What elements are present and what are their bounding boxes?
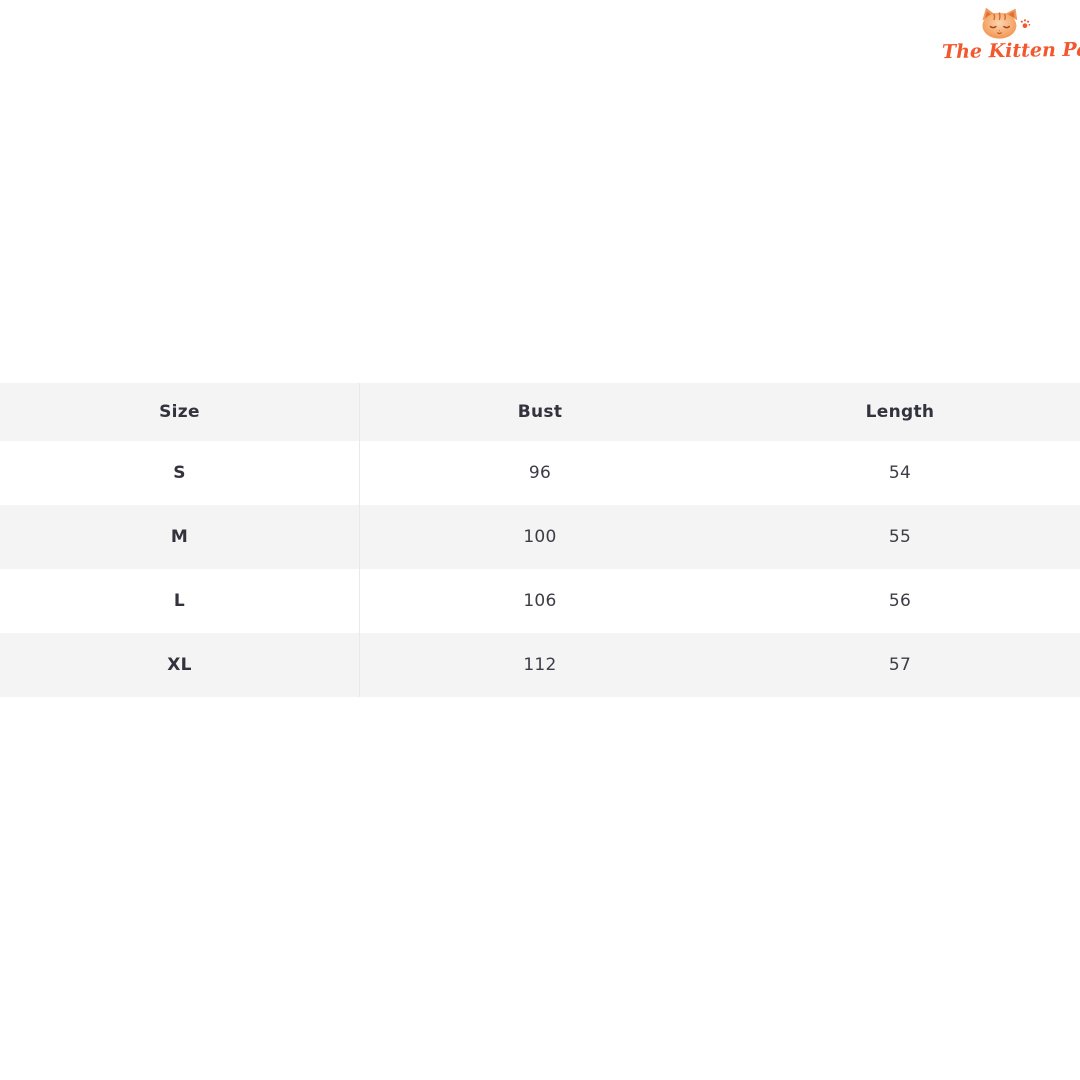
bust-cell: 100 [523, 527, 557, 547]
table-row-s: S 96 54 [0, 441, 1080, 505]
bust-cell: 112 [523, 655, 557, 675]
bust-cell: 106 [523, 591, 557, 611]
length-cell: 55 [888, 527, 912, 547]
brand-name: The Kitten Park [941, 38, 1080, 64]
size-cell: M [0, 505, 360, 569]
kitten-face-icon [982, 7, 1031, 39]
bust-cell: 96 [528, 463, 552, 483]
length-cell: 56 [888, 591, 912, 611]
length-cell: 57 [888, 655, 912, 675]
table-row-l: L 106 56 [0, 569, 1080, 633]
size-chart-header-row: Size Bust Length [0, 383, 1080, 441]
brand-logo: The Kitten Park [941, 6, 1080, 64]
size-cell: XL [0, 633, 360, 697]
size-cell: S [0, 441, 360, 505]
column-header-size: Size [0, 383, 360, 441]
size-chart-table: Size Bust Length S 96 54 M 100 55 L 106 … [0, 383, 1080, 697]
column-header-length: Length [865, 402, 935, 422]
column-header-bust: Bust [517, 402, 563, 422]
table-row-xl: XL 112 57 [0, 633, 1080, 697]
length-cell: 54 [888, 463, 912, 483]
table-row-m: M 100 55 [0, 505, 1080, 569]
size-cell: L [0, 569, 360, 633]
